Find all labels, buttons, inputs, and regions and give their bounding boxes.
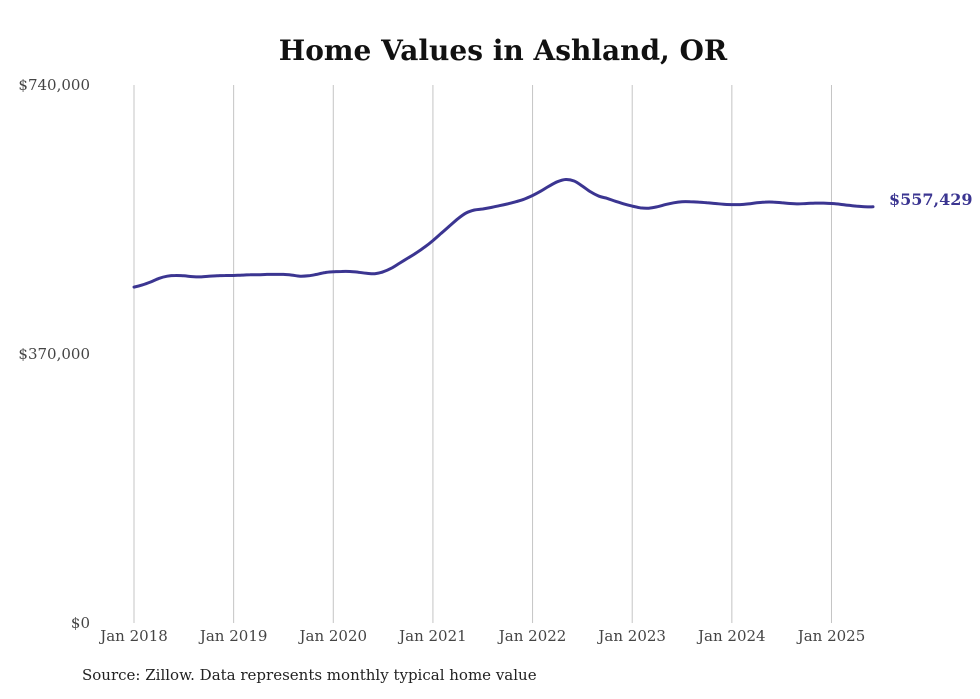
chart-title: Home Values in Ashland, OR [279, 34, 728, 67]
x-tick-label: Jan 2019 [198, 627, 268, 645]
x-tick-label: Jan 2025 [796, 627, 866, 645]
y-tick-label: $0 [71, 614, 90, 632]
end-value-label: $557,429 [889, 190, 973, 209]
source-note: Source: Zillow. Data represents monthly … [82, 666, 537, 684]
x-tick-label: Jan 2023 [596, 627, 666, 645]
x-tick-label: Jan 2018 [98, 627, 168, 645]
x-tick-label: Jan 2021 [397, 627, 467, 645]
y-tick-label: $740,000 [18, 76, 90, 94]
y-axis-ticks: $0 $370,000 $740,000 [18, 76, 90, 632]
vertical-gridlines [133, 85, 832, 623]
x-tick-label: Jan 2024 [696, 627, 766, 645]
home-value-line [132, 177, 875, 289]
y-tick-label: $370,000 [18, 345, 90, 363]
x-axis-ticks: Jan 2018 Jan 2019 Jan 2020 Jan 2021 Jan 2022… [98, 627, 865, 645]
x-tick-label: Jan 2022 [497, 627, 567, 645]
x-tick-label: Jan 2020 [297, 627, 367, 645]
